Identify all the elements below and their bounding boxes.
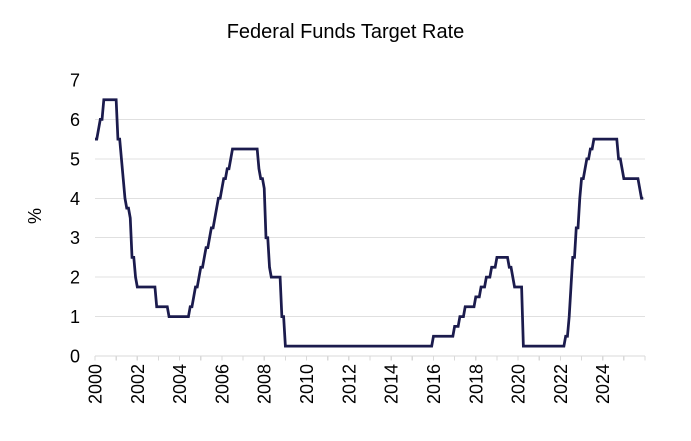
x-tick-label: 2024 xyxy=(593,364,613,404)
y-tick-label: 0 xyxy=(70,347,80,367)
y-tick-label: 6 xyxy=(70,110,80,130)
chart-title: Federal Funds Target Rate xyxy=(226,21,465,43)
x-tick-label: 2000 xyxy=(86,364,106,404)
series-line-federal-funds-target-rate xyxy=(95,98,644,348)
x-tick-label: 2002 xyxy=(128,364,148,404)
y-tick-label: 3 xyxy=(70,228,80,248)
y-tick-label: 1 xyxy=(70,307,80,327)
y-tick-label: 7 xyxy=(70,71,80,91)
x-tick-label: 2022 xyxy=(551,364,571,404)
x-tick-label: 2010 xyxy=(297,364,317,404)
x-tick-label: 2020 xyxy=(509,364,529,404)
x-tick-label: 2006 xyxy=(212,364,232,404)
y-tick-label: 5 xyxy=(70,149,80,169)
x-tick-label: 2018 xyxy=(466,364,486,404)
y-tick-label: 2 xyxy=(70,268,80,288)
x-tick-label: 2014 xyxy=(382,364,402,404)
x-tick-label: 2012 xyxy=(339,364,359,404)
x-tick-label: 2004 xyxy=(170,364,190,404)
x-tick-label: 2016 xyxy=(424,364,444,404)
x-tick-label: 2008 xyxy=(255,364,275,404)
y-tick-label: 4 xyxy=(70,189,80,209)
